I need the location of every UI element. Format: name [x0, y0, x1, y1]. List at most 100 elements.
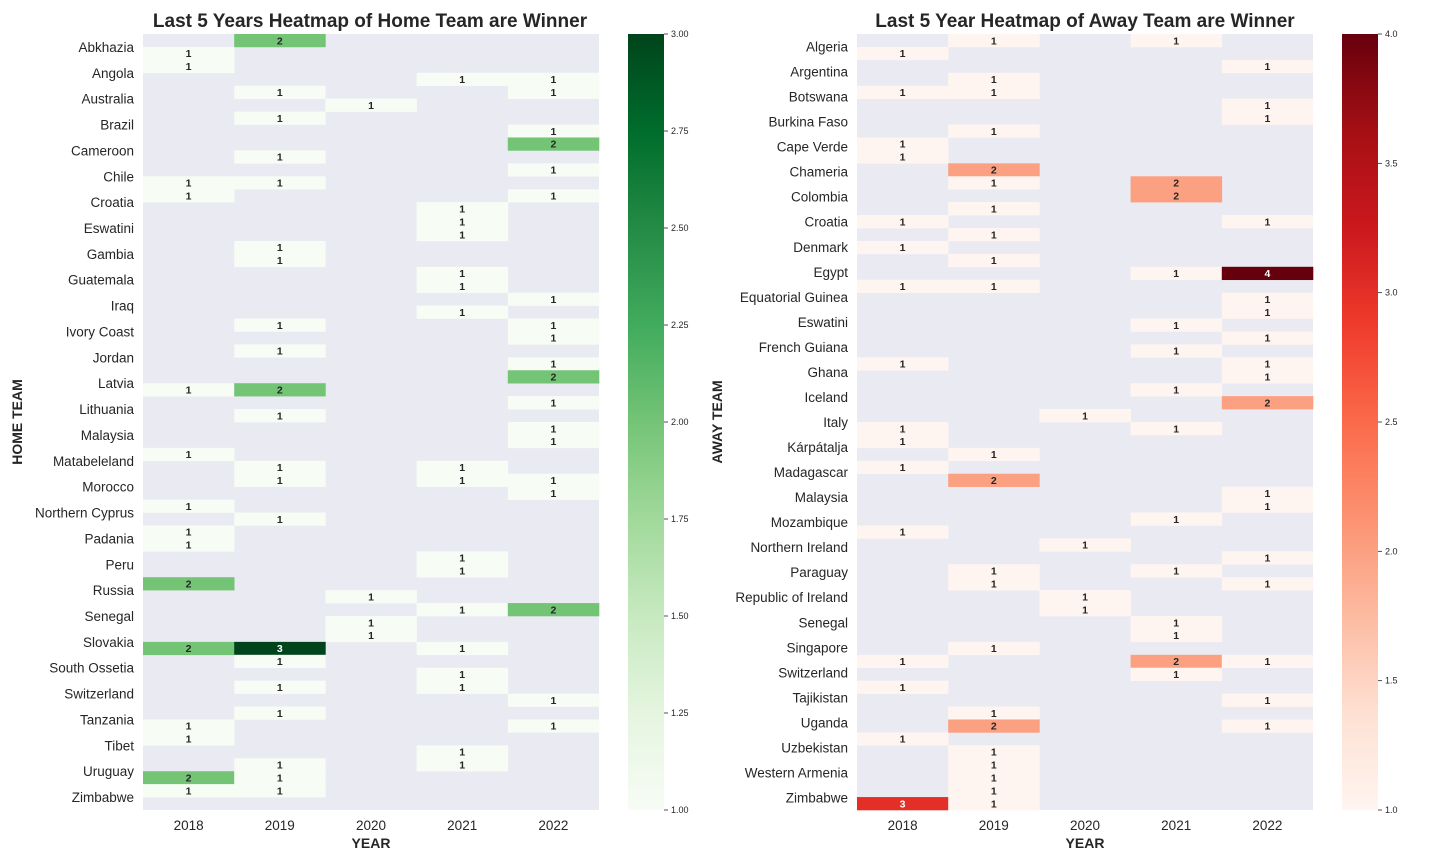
away-heatmap-cell: [1130, 512, 1223, 526]
away-heatmap-cell: [948, 706, 1040, 720]
home-cell-value-label: 1: [186, 540, 192, 552]
away-heatmap-cell: [1221, 215, 1314, 229]
away-x-tick-label: 2018: [888, 818, 918, 833]
home-heatmap-cell: [507, 72, 600, 87]
away-cell-value-label: 1: [1173, 669, 1179, 681]
home-cell-value-label: 1: [459, 682, 465, 694]
away-heatmap-cell: [1130, 344, 1223, 358]
home-heatmap-cell: [507, 434, 600, 449]
away-cell-value-label: 1: [1264, 553, 1270, 565]
home-cell-value-label: 1: [186, 785, 192, 797]
away-cell-value-label: 1: [991, 87, 997, 99]
home-cell-value-label: 1: [550, 397, 556, 409]
away-chart-title: Last 5 Year Heatmap of Away Team are Win…: [875, 11, 1295, 32]
home-heatmap-cell: [143, 732, 235, 746]
away-heatmap-cell: [948, 202, 1040, 216]
away-colorbar-tick-label: 2.5: [1385, 417, 1398, 427]
home-cell-value-label: 1: [550, 488, 556, 500]
away-y-tick-label: Algeria: [806, 40, 849, 55]
away-heatmap-cell: [857, 85, 949, 99]
away-cell-value-label: 4: [1264, 268, 1270, 280]
home-y-tick-label: Latvia: [98, 376, 135, 391]
home-colorbar-tick-label: 1.75: [671, 514, 689, 524]
home-heatmap-cell: [507, 318, 600, 332]
home-y-tick-label: Angola: [92, 66, 135, 81]
away-cell-value-label: 1: [1173, 514, 1179, 526]
home-heatmap-cell: [143, 383, 235, 397]
home-heatmap-cell: [416, 551, 509, 565]
away-cell-value-label: 1: [900, 87, 906, 99]
away-heatmap-cell: [1130, 266, 1223, 281]
home-y-tick-label: Lithuania: [79, 402, 134, 417]
home-colorbar-tick-label: 2.25: [671, 320, 689, 330]
home-heatmap-cell: [234, 240, 326, 255]
away-y-tick-label: Zimbabwe: [786, 790, 848, 805]
home-heatmap-cell: [507, 85, 600, 99]
home-chart-title: Last 5 Years Heatmap of Home Team are Wi…: [153, 11, 588, 32]
away-cell-value-label: 1: [900, 436, 906, 448]
away-cell-value-label: 1: [900, 242, 906, 254]
home-cell-value-label: 1: [368, 630, 374, 642]
home-cell-value-label: 1: [277, 475, 283, 487]
home-cell-value-label: 1: [459, 307, 465, 319]
home-cell-value-label: 1: [277, 760, 283, 772]
away-heatmap-cell: [1221, 693, 1314, 707]
home-heatmap-cell: [234, 473, 326, 487]
away-heatmap-cell: [948, 72, 1040, 87]
away-cell-value-label: 1: [1264, 100, 1270, 112]
home-heatmap-cell: [234, 409, 326, 423]
home-cell-value-label: 1: [459, 475, 465, 487]
away-cell-value-label: 1: [991, 229, 997, 241]
away-heatmap-cell: [1221, 111, 1314, 125]
home-colorbar-tick-label: 1.50: [671, 611, 689, 621]
home-cell-value-label: 1: [277, 242, 283, 254]
home-y-tick-label: Tanzania: [80, 712, 135, 727]
away-y-tick-label: Burkina Faso: [768, 115, 848, 130]
away-heatmap-cell: [1130, 564, 1223, 578]
away-x-tick-label: 2022: [1252, 818, 1282, 833]
home-cell-value-label: 1: [459, 760, 465, 772]
home-cell-value-label: 1: [550, 423, 556, 435]
home-y-tick-label: Morocco: [82, 480, 134, 495]
away-x-tick-label: 2020: [1070, 818, 1100, 833]
home-heatmap-cell: [507, 124, 600, 138]
home-cell-value-label: 1: [550, 320, 556, 332]
away-cell-value-label: 1: [1264, 501, 1270, 513]
home-y-tick-label: Ivory Coast: [66, 324, 135, 339]
away-heatmap-cell: [1221, 266, 1314, 281]
home-cell-value-label: 1: [459, 462, 465, 474]
home-heatmap-cell: [416, 603, 509, 617]
home-cell-value-label: 2: [186, 578, 192, 590]
away-heatmap-cell: [1130, 628, 1223, 643]
home-colorbar-tick-label: 1.25: [671, 708, 689, 718]
home-cell-value-label: 1: [186, 48, 192, 60]
away-heatmap-cell: [857, 422, 949, 436]
away-heatmap-cell: [1039, 603, 1131, 617]
home-y-tick-label: Padania: [84, 531, 134, 546]
home-cell-value-label: 1: [459, 747, 465, 759]
home-heatmap-cell: [143, 499, 235, 513]
home-heatmap-cell: [234, 318, 326, 332]
home-cell-value-label: 1: [550, 695, 556, 707]
away-cell-value-label: 2: [1264, 397, 1270, 409]
home-heatmap-cell: [416, 72, 509, 87]
away-heatmap-cell: [857, 357, 949, 371]
home-heatmap-cell: [325, 628, 417, 643]
away-heatmap-cell: [857, 654, 949, 669]
away-heatmap-cell: [948, 34, 1040, 48]
home-y-tick-label: Abkhazia: [78, 40, 134, 55]
away-cell-value-label: 1: [991, 578, 997, 590]
away-cell-value-label: 1: [1264, 721, 1270, 733]
away-heatmap-cell: [948, 163, 1040, 177]
away-heatmap-cell: [948, 279, 1040, 293]
home-cell-value-label: 1: [186, 501, 192, 513]
away-cell-value-label: 2: [1173, 190, 1179, 202]
away-heatmap-cell: [1039, 409, 1131, 423]
home-heatmap-cell: [416, 667, 509, 681]
home-cell-value-label: 1: [277, 772, 283, 784]
home-x-tick-label: 2020: [356, 818, 386, 833]
away-y-tick-label: Colombia: [791, 190, 849, 205]
away-heatmap-cell: [1039, 538, 1131, 552]
home-cell-value-label: 2: [277, 35, 283, 47]
away-heatmap-cell: [1130, 422, 1223, 436]
